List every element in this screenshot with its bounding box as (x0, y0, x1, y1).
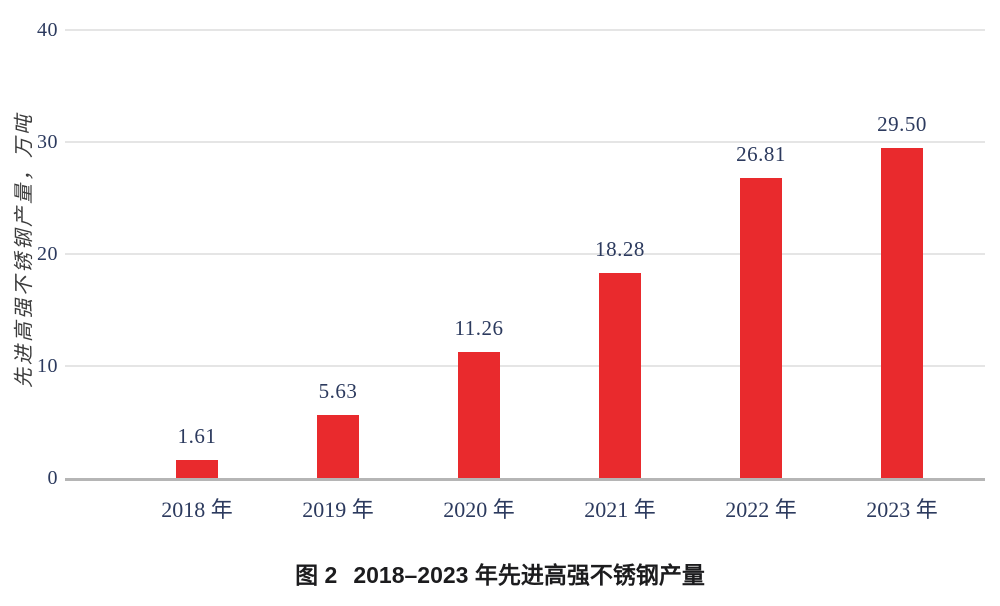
bar-value-label: 26.81 (736, 141, 786, 166)
x-tick-label: 2021 年 (584, 497, 656, 522)
bar-value-label: 1.61 (177, 423, 217, 448)
bar-value-label: 5.63 (318, 378, 358, 403)
bar (599, 273, 641, 478)
bar (176, 459, 218, 478)
x-tick-label: 2018 年 (161, 497, 233, 522)
x-tick-label: 2019 年 (302, 497, 374, 522)
bar-value-label: 18.28 (595, 237, 645, 262)
bar (317, 414, 359, 478)
y-tick-label: 40 (37, 19, 58, 41)
y-tick-label: 10 (37, 355, 58, 377)
chart-caption: 图 2 2018–2023 年先进高强不锈钢产量 (0, 561, 1000, 589)
gridline (65, 29, 985, 31)
gridline (65, 141, 985, 143)
bar (740, 177, 782, 478)
x-tick-label: 2020 年 (443, 497, 515, 522)
bar-value-label: 11.26 (454, 315, 504, 340)
bar-value-label: 29.50 (877, 111, 927, 136)
gridline (65, 253, 985, 255)
caption-title-text: 2018–2023 年先进高强不锈钢产量 (353, 562, 705, 588)
x-tick-label: 2022 年 (725, 497, 797, 522)
x-tick-label: 2023 年 (866, 497, 938, 522)
gridline (65, 365, 985, 367)
y-tick-label: 20 (37, 243, 58, 265)
caption-figure-number: 图 2 (295, 562, 338, 588)
x-axis-line (65, 478, 985, 481)
bar (458, 351, 500, 478)
y-tick-label: 0 (47, 467, 58, 489)
y-tick-label: 30 (37, 131, 58, 153)
bar (881, 147, 923, 478)
